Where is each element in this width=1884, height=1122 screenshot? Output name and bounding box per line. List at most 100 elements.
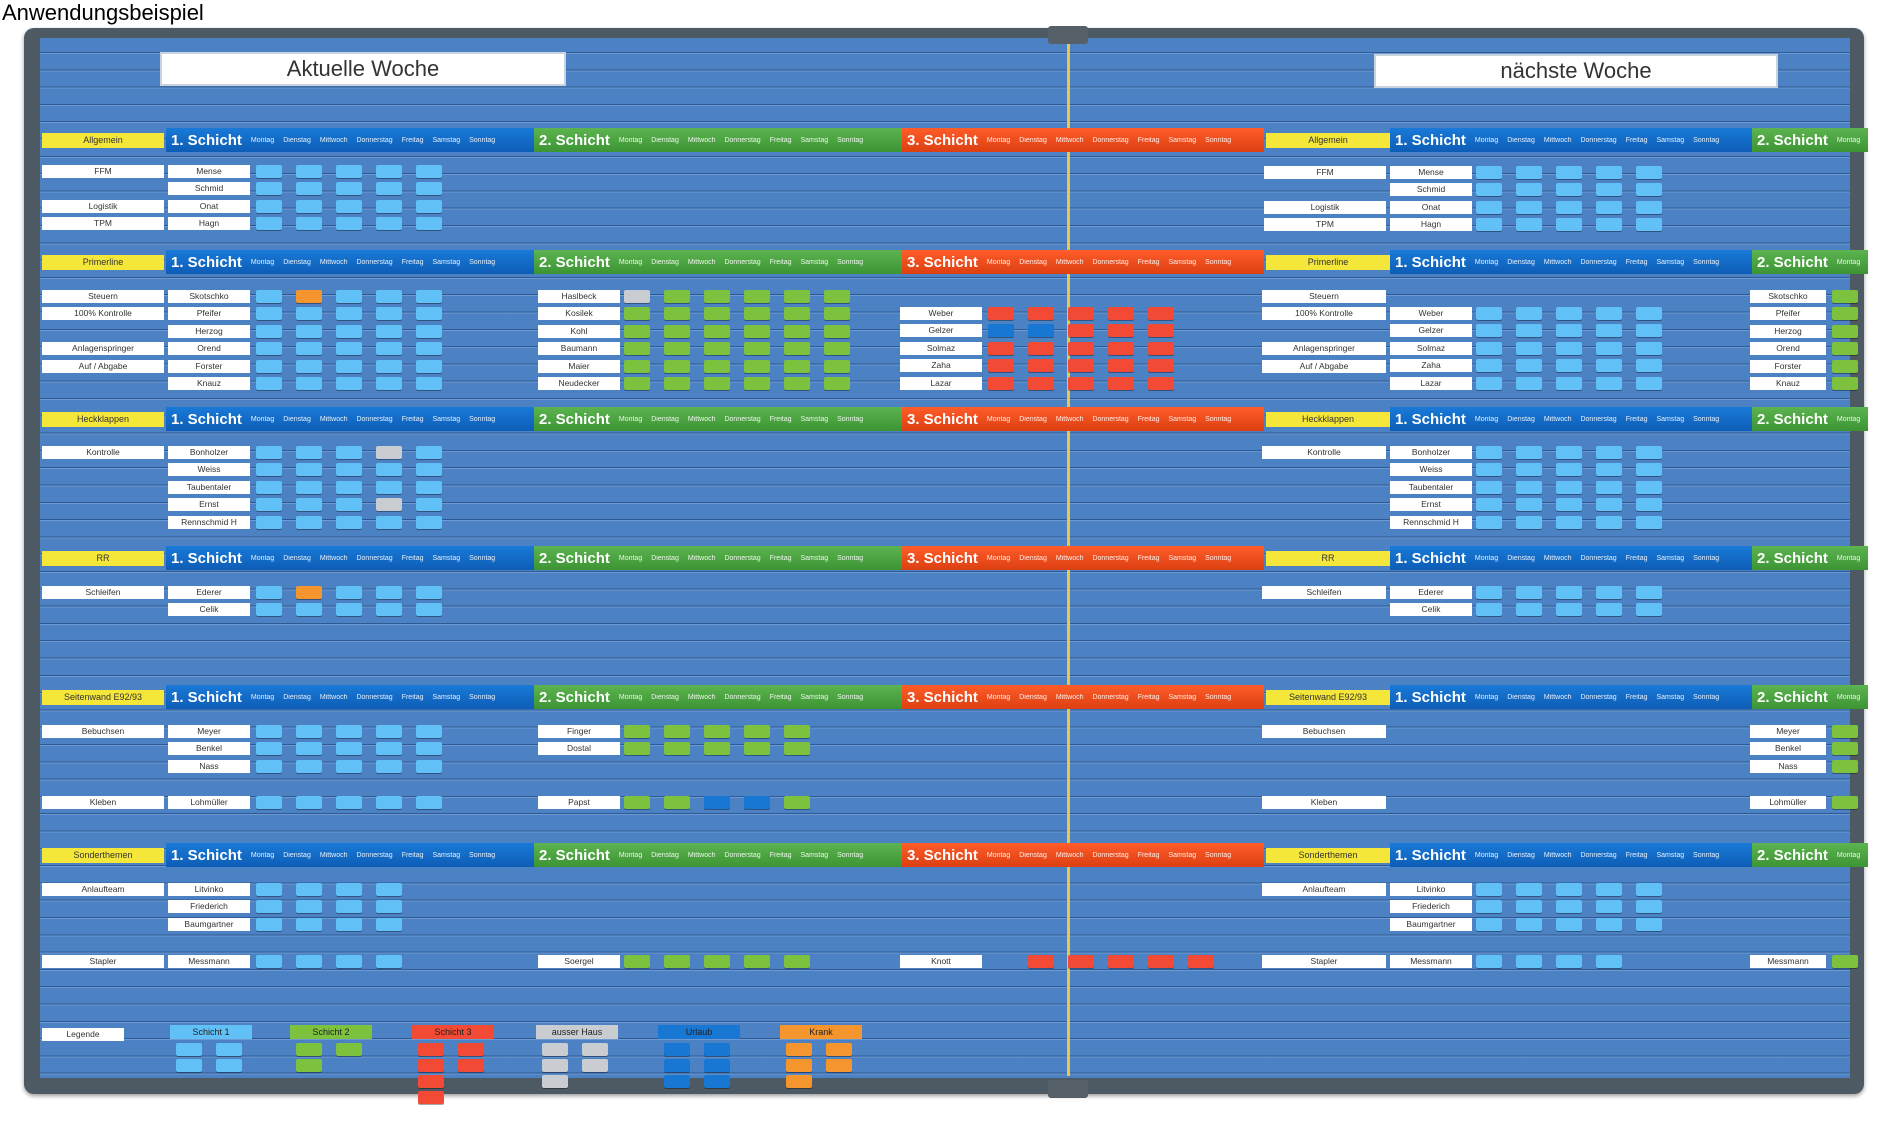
name-card: Lazar [900, 376, 982, 390]
name-card: Schmid [1390, 183, 1472, 197]
shift-name: 3. Schicht [907, 253, 978, 271]
magnet [744, 955, 770, 968]
name-card: Orend [1750, 342, 1826, 356]
legend-magnet [296, 1043, 322, 1056]
name-card: Forster [1750, 359, 1826, 373]
category-label: Heckklappen [1266, 412, 1390, 427]
magnet [256, 725, 282, 738]
magnet [1108, 324, 1134, 338]
legend-magnet [664, 1059, 690, 1072]
magnet [376, 307, 402, 321]
magnet [296, 290, 322, 303]
day-label: Sonntag [837, 258, 864, 266]
magnet [1636, 200, 1662, 214]
magnet [1516, 359, 1542, 373]
day-label: Mittwoch [687, 693, 716, 701]
magnet [988, 324, 1014, 338]
day-label: Dienstag [1507, 554, 1535, 562]
role-card: FFM [1264, 166, 1386, 179]
magnet [1556, 900, 1582, 914]
name-card: Benkel [168, 742, 250, 756]
day-label: Montag [986, 258, 1011, 266]
name-card: Forster [168, 359, 250, 373]
magnet [1476, 183, 1502, 197]
day-label: Samstag [800, 415, 829, 423]
magnet [376, 515, 402, 529]
day-label: Dienstag [1019, 554, 1047, 562]
magnet [1596, 603, 1622, 617]
role-card: Kleben [1262, 796, 1386, 809]
legend-magnet [418, 1043, 444, 1056]
magnet [664, 290, 690, 303]
magnet [1556, 498, 1582, 512]
day-label: Sonntag [837, 693, 864, 701]
shift-header-3: 3. Schicht Montag Dienstag Mittwoch Donnerst… [902, 843, 1264, 867]
shift-name: 1. Schicht [1395, 549, 1466, 567]
magnet [1636, 376, 1662, 390]
magnet [1476, 307, 1502, 320]
shift-header-1: 1. Schicht Montag Dienstag Mittwoch Donnerst… [166, 250, 534, 274]
magnet [664, 324, 690, 338]
magnet [336, 342, 362, 356]
name-card: Orend [168, 342, 250, 356]
magnet [744, 796, 770, 809]
role-card: Anlaufteam [42, 883, 164, 896]
magnet [296, 725, 322, 738]
day-label: Samstag [1168, 415, 1197, 423]
shift-header-1: 1. Schicht Montag Dienstag Mittwoch Donnerst… [166, 843, 534, 867]
day-label: Montag [1474, 554, 1499, 562]
magnet [824, 307, 850, 321]
magnet [1556, 341, 1582, 355]
day-label: Mittwoch [687, 851, 716, 859]
shift-header-1: 1. Schicht Montag Dienstag Mittwoch Donnerst… [166, 546, 534, 570]
magnet [256, 446, 282, 459]
day-label: Montag [618, 258, 643, 266]
name-card: Hagn [1390, 218, 1472, 232]
magnet [1832, 359, 1858, 373]
legend-magnet [216, 1059, 242, 1072]
magnet [1596, 218, 1622, 232]
magnet [296, 359, 322, 373]
legend-magnet [664, 1075, 690, 1088]
magnet [1636, 480, 1662, 494]
magnet [296, 796, 322, 809]
name-card: Neudecker [538, 377, 620, 390]
legend-magnet [216, 1043, 242, 1056]
legend-magnet [418, 1091, 444, 1104]
shift-header-2: 2. Schicht Montag Dienstag Mittwoch Donnerst… [534, 546, 902, 570]
name-card: Knauz [168, 377, 250, 390]
shift-name: 3. Schicht [907, 688, 978, 706]
day-label: Donnerstag [1580, 415, 1617, 423]
magnet [988, 376, 1014, 390]
magnet [1556, 324, 1582, 338]
name-card: Gelzer [900, 324, 982, 338]
legend-magnet [542, 1043, 568, 1056]
day-label: Samstag [800, 851, 829, 859]
legend-magnet [786, 1075, 812, 1088]
day-label: Mittwoch [1055, 415, 1084, 423]
day-label: Donnerstag [1092, 136, 1129, 144]
magnet [1556, 917, 1582, 931]
day-label: Dienstag [651, 554, 679, 562]
day-label: Montag [250, 258, 275, 266]
day-label: Montag [1474, 693, 1499, 701]
name-card: Litvinko [1390, 883, 1472, 896]
shift-name: 2. Schicht [539, 688, 610, 706]
day-label: Donnerstag [1092, 851, 1129, 859]
magnet [376, 324, 402, 338]
magnet [704, 290, 730, 303]
magnet [744, 377, 770, 390]
magnet [376, 742, 402, 756]
magnet [376, 498, 402, 512]
magnet [1636, 183, 1662, 197]
magnet [1556, 586, 1582, 599]
magnet [624, 725, 650, 738]
magnet [416, 359, 442, 373]
magnet [256, 515, 282, 529]
magnet [1556, 955, 1582, 968]
name-card: Taubentaler [168, 480, 250, 494]
magnet [296, 199, 322, 213]
magnet [1516, 166, 1542, 179]
name-card: Kohl [538, 324, 620, 338]
day-label: Freitag [1137, 554, 1160, 562]
